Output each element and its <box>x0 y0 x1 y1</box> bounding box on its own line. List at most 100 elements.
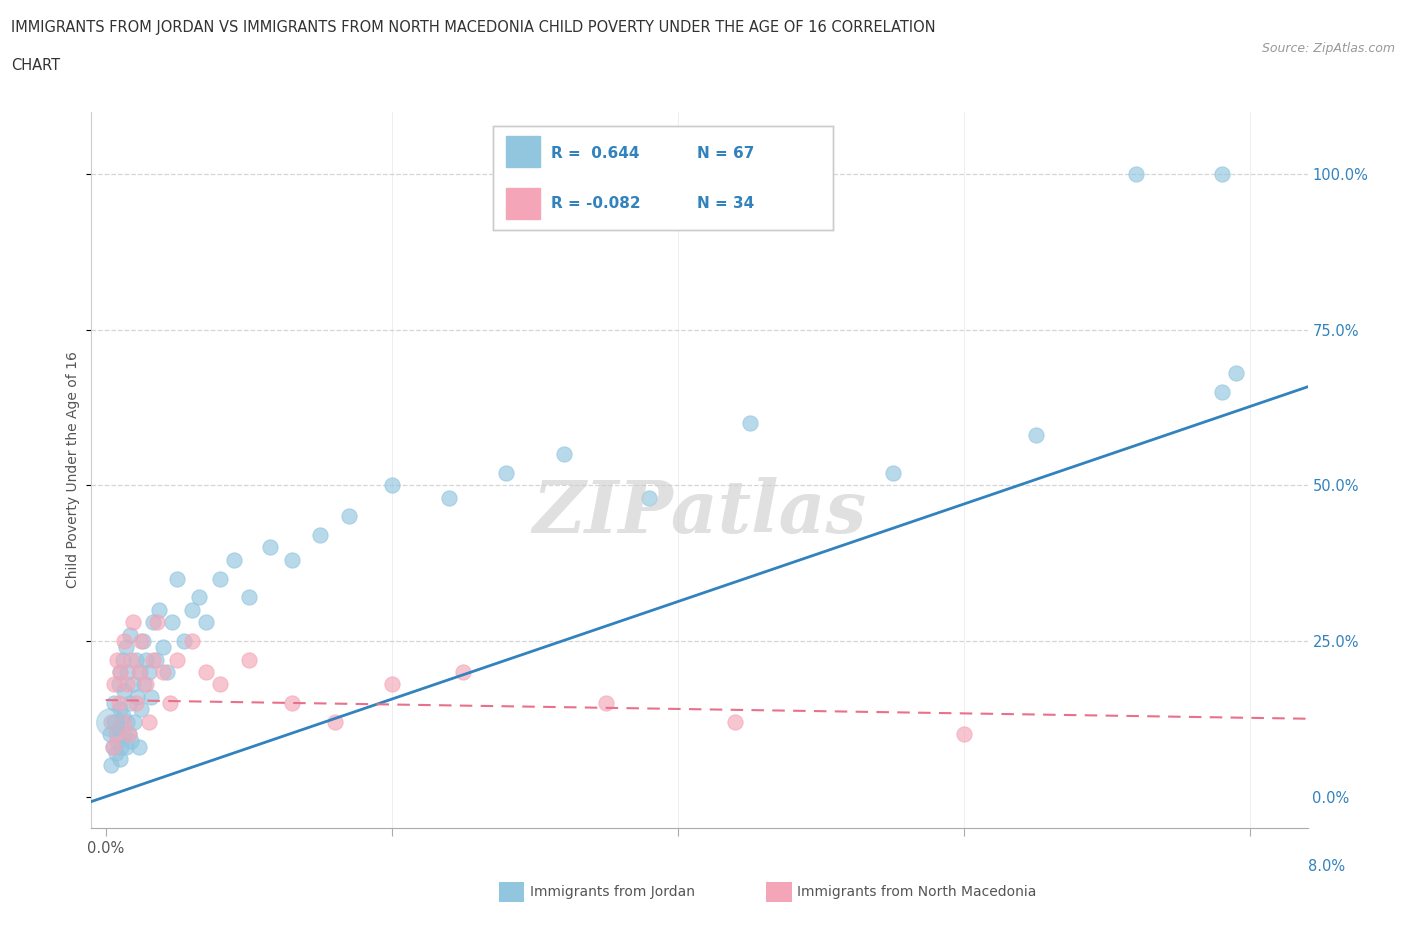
Point <box>180 603 202 618</box>
Point <box>148 603 170 618</box>
Point <box>156 665 179 680</box>
Point <box>145 652 167 667</box>
Point <box>1211 166 1233 181</box>
Point <box>238 652 260 667</box>
Y-axis label: Child Poverty Under the Age of 16: Child Poverty Under the Age of 16 <box>66 352 80 588</box>
Point <box>142 615 165 630</box>
Point <box>117 727 139 742</box>
Point <box>108 665 131 680</box>
Point <box>724 714 747 729</box>
Point <box>120 733 142 748</box>
Point <box>1025 428 1047 443</box>
Point <box>381 677 404 692</box>
Point <box>209 571 232 586</box>
Point <box>495 465 517 480</box>
Point <box>638 490 661 505</box>
Point <box>104 727 127 742</box>
Point <box>453 665 475 680</box>
Point <box>437 490 460 505</box>
Point <box>131 702 153 717</box>
Point <box>146 615 169 630</box>
Point <box>112 727 135 742</box>
Point <box>135 677 157 692</box>
Point <box>108 665 131 680</box>
Point <box>160 615 183 630</box>
Point <box>882 465 904 480</box>
Point <box>138 665 160 680</box>
Point <box>381 478 404 493</box>
Point <box>1125 166 1147 181</box>
Point <box>108 702 131 717</box>
Point <box>553 446 575 461</box>
Point <box>309 527 332 542</box>
Point <box>100 758 122 773</box>
Point <box>159 696 181 711</box>
Point <box>105 652 128 667</box>
Point <box>259 540 281 555</box>
Point <box>124 714 146 729</box>
Point <box>180 633 202 648</box>
Point <box>323 714 346 729</box>
Point <box>101 739 124 754</box>
Point <box>117 727 139 742</box>
Point <box>152 665 174 680</box>
Point <box>125 696 148 711</box>
Point <box>112 633 135 648</box>
Point <box>103 714 125 729</box>
Text: IMMIGRANTS FROM JORDAN VS IMMIGRANTS FROM NORTH MACEDONIA CHILD POVERTY UNDER TH: IMMIGRANTS FROM JORDAN VS IMMIGRANTS FRO… <box>11 20 936 35</box>
Point <box>224 552 246 567</box>
Point <box>738 416 761 431</box>
Point <box>125 652 148 667</box>
Point <box>107 721 129 736</box>
Point <box>152 640 174 655</box>
Point <box>142 652 165 667</box>
Point <box>111 652 134 667</box>
Point <box>103 696 125 711</box>
Point <box>105 733 128 748</box>
Point <box>194 615 217 630</box>
Point <box>100 714 122 729</box>
Text: Immigrants from Jordan: Immigrants from Jordan <box>530 884 695 899</box>
Point <box>101 739 124 754</box>
Point <box>128 739 150 754</box>
Point <box>141 689 163 704</box>
Point <box>337 509 360 524</box>
Point <box>127 689 149 704</box>
Point <box>1211 384 1233 399</box>
Text: 8.0%: 8.0% <box>1309 859 1346 874</box>
Point <box>132 633 155 648</box>
Point <box>111 708 134 723</box>
Text: ZIPatlas: ZIPatlas <box>533 477 866 548</box>
Point <box>187 590 209 604</box>
Point <box>166 652 188 667</box>
Point <box>595 696 617 711</box>
Point <box>118 627 141 642</box>
Text: Immigrants from North Macedonia: Immigrants from North Macedonia <box>797 884 1036 899</box>
Point <box>114 739 136 754</box>
Point <box>122 615 145 630</box>
Point <box>107 696 129 711</box>
Point <box>128 665 150 680</box>
Point <box>122 677 145 692</box>
Point <box>103 677 125 692</box>
Point <box>129 665 152 680</box>
Point <box>238 590 260 604</box>
Point <box>166 571 188 586</box>
Point <box>107 677 129 692</box>
Point <box>1225 365 1247 380</box>
Point <box>98 727 121 742</box>
Point <box>118 696 141 711</box>
Point <box>280 552 302 567</box>
Point <box>114 640 136 655</box>
Point <box>120 652 142 667</box>
Point <box>953 727 976 742</box>
Point <box>194 665 217 680</box>
Point <box>110 739 132 754</box>
Point <box>115 665 138 680</box>
Point <box>135 652 157 667</box>
Point <box>104 746 127 761</box>
Text: CHART: CHART <box>11 58 60 73</box>
Point <box>108 751 131 766</box>
Point <box>111 714 134 729</box>
Point <box>98 714 121 729</box>
